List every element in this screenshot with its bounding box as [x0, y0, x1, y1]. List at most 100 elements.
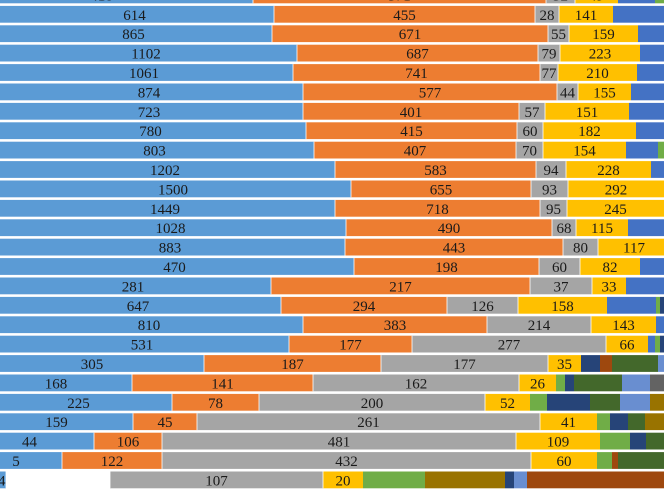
bar-series2-row18: [303, 316, 487, 334]
bar-extra-row22-seg1: [530, 393, 547, 411]
bar-extra-row3-seg1: [638, 25, 664, 43]
bar-series3-row25: [162, 452, 531, 469]
bar-series1-row6: [0, 83, 303, 101]
bar-series2-row19: [289, 335, 412, 353]
bar-series4-row5: [558, 64, 637, 81]
data-label-series3-row3: 55: [551, 27, 566, 43]
bar-series2-row16: [271, 277, 530, 295]
data-label-series1-row19: 531: [131, 338, 154, 354]
data-label-series3-row12: 95: [546, 202, 561, 218]
bar-series4-row9: [543, 141, 626, 159]
data-label-series2-row1: 371: [388, 0, 411, 4]
data-label-series4-row21: 26: [530, 376, 546, 392]
bar-series4-row11: [568, 180, 664, 198]
data-label-series2-row4: 687: [406, 47, 429, 63]
bar-series2-row6: [303, 83, 557, 101]
data-label-series2-row5: 741: [405, 66, 428, 82]
bar-extra-row20-seg3: [612, 355, 658, 372]
bar-series4-row1: [575, 0, 618, 4]
data-label-series4-row23: 41: [561, 415, 576, 431]
bar-series3-row4: [538, 44, 560, 62]
bar-series3-row3: [548, 25, 569, 43]
bar-series2-row20: [204, 355, 381, 372]
bar-series1-row1: [0, 0, 253, 4]
data-label-series3-row8: 60: [523, 124, 538, 140]
data-label-series2-row12: 718: [426, 202, 449, 218]
bar-series3-row11: [531, 180, 568, 198]
bar-series1-row12: [0, 199, 335, 217]
data-label-series2-row21: 141: [211, 376, 234, 392]
data-label-series4-row9: 154: [573, 144, 596, 160]
bar-series4-row16: [592, 277, 626, 295]
bar-series1-row16: [0, 277, 271, 295]
bar-extra-row9-seg1: [626, 141, 658, 159]
data-label-series2-row22: 78: [208, 396, 223, 412]
data-label-series1-row20: 305: [81, 357, 104, 373]
data-label-series1-row8: 780: [139, 124, 162, 140]
bar-series3-row8: [517, 122, 543, 140]
data-label-series1-row16: 281: [122, 279, 145, 295]
bar-series1-row24: [0, 432, 94, 450]
data-label-series4-row5: 210: [586, 66, 609, 82]
bar-series3-row6: [557, 83, 578, 101]
data-label-series2-row6: 577: [419, 85, 442, 101]
data-label-series2-row24: 106: [117, 435, 140, 451]
data-label-series1-row25: 5: [12, 454, 20, 470]
data-label-series2-row10: 583: [424, 163, 447, 179]
bar-extra-row22-seg2: [547, 393, 590, 411]
bar-extra-row20-seg4: [658, 355, 664, 372]
bar-series1-row2: [0, 5, 274, 23]
data-label-series3-row4: 79: [542, 47, 557, 63]
bar-series3-row23: [197, 413, 540, 431]
data-label-series3-row21: 162: [405, 376, 428, 392]
bar-extra-row24-seg2: [630, 432, 646, 450]
data-label-series1-row4: 1102: [131, 47, 160, 63]
bar-series2-row12: [335, 199, 540, 217]
bar-series1-row15: [0, 258, 354, 275]
bar-series4-row2: [559, 5, 613, 23]
bar-extra-row26-seg2: [425, 471, 505, 489]
bar-series4-row21: [519, 374, 556, 392]
bar-extra-row21-seg2: [565, 374, 574, 392]
data-label-series2-row11: 655: [430, 182, 453, 198]
bar-extra-row7-seg1: [629, 102, 664, 120]
bar-series4-row15: [580, 258, 640, 275]
data-label-series2-row19: 177: [339, 338, 362, 354]
bar-series2-row24: [94, 432, 162, 450]
data-label-series3-row16: 37: [554, 279, 570, 295]
data-label-series3-row5: 77: [542, 66, 558, 82]
bar-extra-row23-seg2: [610, 413, 628, 431]
data-label-series1-row24: 44: [22, 435, 38, 451]
bar-series2-row21: [132, 374, 313, 392]
bar-extra-row17-seg3: [660, 296, 664, 314]
data-label-series3-row6: 44: [560, 85, 576, 101]
data-label-series4-row18: 143: [612, 318, 635, 334]
data-label-series1-row1: 418: [90, 0, 113, 4]
data-label-series3-row25: 432: [335, 454, 358, 470]
bar-extra-row20-seg2: [600, 355, 612, 372]
bar-series2-row14: [345, 238, 563, 256]
bar-extra-row17-seg2: [656, 296, 660, 314]
data-label-series1-row2: 614: [123, 8, 146, 24]
data-label-series1-row26: 84: [0, 473, 6, 489]
bar-series3-row2: [535, 5, 559, 23]
data-label-series4-row12: 245: [604, 202, 627, 218]
bar-extra-row23-seg3: [628, 413, 645, 431]
bar-extra-row2-seg1: [613, 5, 664, 23]
bar-series2-row13: [346, 219, 552, 237]
data-label-series2-row3: 671: [399, 27, 422, 43]
data-label-series1-row13: 1028: [156, 221, 186, 237]
bar-series4-row7: [545, 102, 629, 120]
bar-series4-row10: [566, 161, 651, 178]
bar-series1-row18: [0, 316, 303, 334]
data-label-series1-row11: 1500: [158, 182, 188, 198]
data-label-series2-row15: 198: [435, 260, 458, 276]
data-label-series1-row5: 1061: [129, 66, 159, 82]
data-label-series1-row21: 168: [45, 376, 68, 392]
bar-series4-row3: [569, 25, 638, 43]
bar-extra-row21-seg5: [650, 374, 664, 392]
bar-series4-row6: [578, 83, 631, 101]
data-label-series3-row23: 261: [357, 415, 380, 431]
data-label-series3-row14: 80: [573, 241, 588, 257]
